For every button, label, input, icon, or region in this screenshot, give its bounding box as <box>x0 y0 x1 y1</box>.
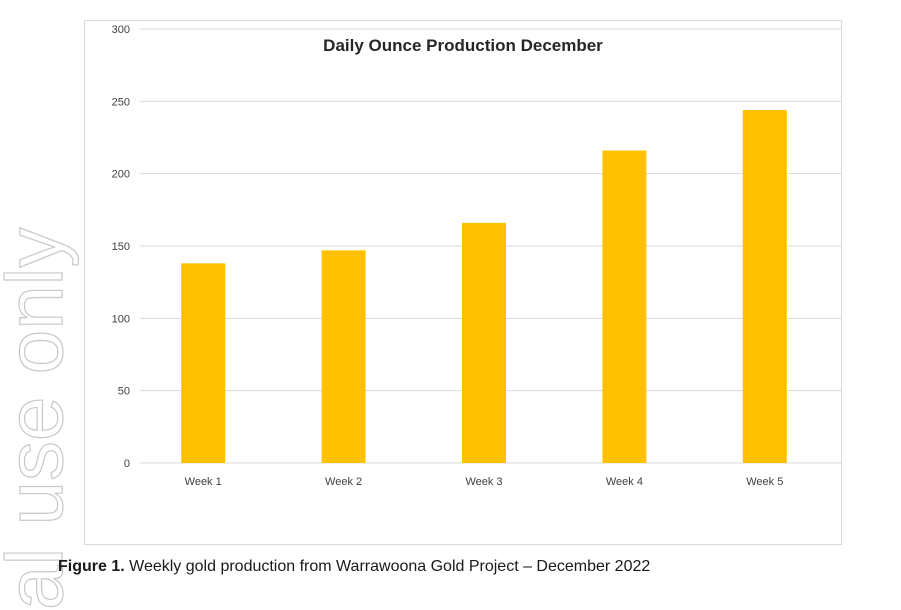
y-tick-label: 200 <box>112 169 130 181</box>
bar-week-4 <box>602 150 647 463</box>
bars <box>181 110 787 463</box>
y-tick-label: 150 <box>112 241 130 253</box>
x-tick-label: Week 2 <box>325 476 362 488</box>
figure-caption: Figure 1. Weekly gold production from Wa… <box>58 558 650 576</box>
x-tick-label: Week 1 <box>185 476 222 488</box>
y-tick-label: 50 <box>118 386 130 398</box>
y-tick-label: 100 <box>112 313 130 325</box>
x-axis-tick-labels: Week 1 Week 2 Week 3 Week 4 Week 5 <box>185 476 784 488</box>
bar-week-3 <box>462 222 506 463</box>
x-tick-label: Week 5 <box>746 476 783 488</box>
y-tick-label: 250 <box>112 96 130 108</box>
x-tick-label: Week 4 <box>606 476 643 488</box>
y-axis-tick-labels: 0 50 100 150 200 250 300 <box>112 24 130 470</box>
chart-title: Daily Ounce Production December <box>323 36 603 55</box>
bar-week-5 <box>742 110 787 463</box>
figure-label: Figure 1. <box>58 558 125 575</box>
watermark-text: al use only <box>0 228 79 610</box>
y-tick-label: 300 <box>112 24 130 36</box>
watermark: al use only <box>0 227 80 610</box>
bar-week-2 <box>321 250 366 463</box>
y-tick-label: 0 <box>124 458 130 470</box>
figure-caption-text: Weekly gold production from Warrawoona G… <box>124 558 651 575</box>
bar-week-1 <box>181 263 226 463</box>
x-tick-label: Week 3 <box>465 476 502 488</box>
